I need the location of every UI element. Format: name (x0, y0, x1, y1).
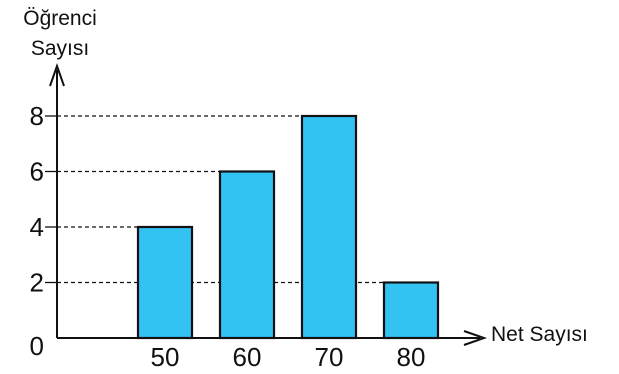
bars (136, 114, 440, 340)
y-axis-title: Öğrenci Sayısı (18, 4, 102, 64)
x-tick-label-60: 60 (233, 342, 262, 372)
bar-80 (382, 281, 440, 340)
x-tick-label-80: 80 (397, 342, 426, 372)
y-axis-arrow (49, 62, 65, 87)
y-tick-label-2: 2 (30, 268, 44, 298)
x-tick-label-50: 50 (151, 342, 180, 372)
y-tick-label-0: 0 (30, 331, 44, 361)
bar-50 (136, 225, 194, 340)
y-axis-title-line-1: Öğrenci (23, 7, 97, 30)
y-tick-label-4: 4 (30, 212, 44, 242)
bar-60 (218, 170, 276, 340)
y-axis-title-line-2: Sayısı (30, 37, 90, 60)
x-axis-title: Net Sayısı (491, 323, 588, 346)
x-tick-label-70: 70 (315, 342, 344, 372)
y-tick-labels: 0 2 4 6 8 (30, 101, 57, 361)
y-tick-label-8: 8 (30, 101, 44, 131)
y-tick-label-6: 6 (30, 157, 44, 187)
x-axis-arrow (463, 330, 488, 346)
bar-70 (300, 114, 358, 340)
axes (49, 62, 488, 346)
x-tick-labels: 50 60 70 80 (151, 342, 426, 372)
